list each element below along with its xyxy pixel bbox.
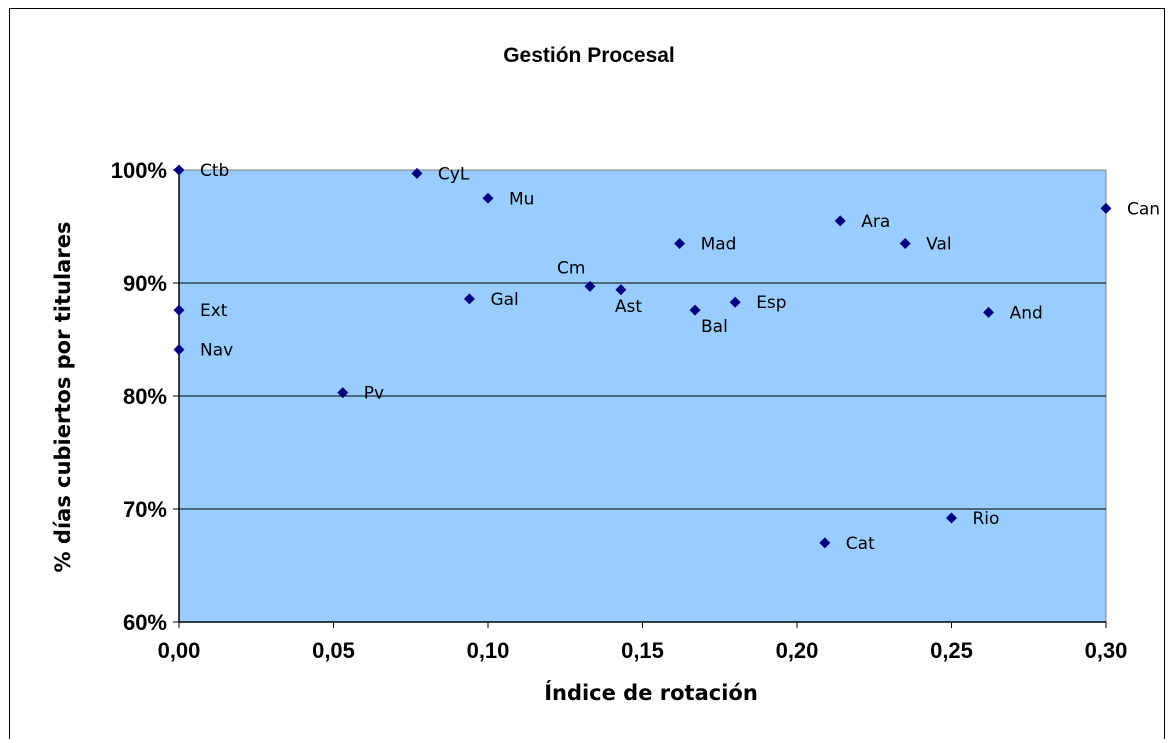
x-tick-label: 0,20 xyxy=(776,638,819,663)
point-label-ext: Ext xyxy=(200,301,228,321)
point-label-val: Val xyxy=(926,234,951,254)
y-axis: 60% 70% 80% 90% 100% xyxy=(111,158,180,635)
x-axis: 0,00 0,05 0,10 0,15 0,20 0,25 0,30 xyxy=(158,621,1128,663)
x-tick-label: 0,25 xyxy=(930,638,973,663)
data-point-gal xyxy=(463,293,475,305)
x-tick-label: 0,10 xyxy=(467,638,510,663)
data-point-cat xyxy=(819,537,831,549)
y-tick-label: 80% xyxy=(123,384,167,409)
data-point-esp xyxy=(729,296,741,308)
data-point-bal xyxy=(689,304,701,316)
data-point-rio xyxy=(946,512,957,524)
point-label-ast: Ast xyxy=(615,297,642,317)
data-point-ara xyxy=(834,215,846,227)
data-point-mad xyxy=(674,237,686,249)
x-tick-label: 0,05 xyxy=(312,638,355,663)
x-tick-label: 0,30 xyxy=(1085,638,1128,663)
point-label-bal: Bal xyxy=(701,317,728,337)
data-point-nav xyxy=(173,344,185,356)
point-label-mad: Mad xyxy=(701,234,737,254)
data-point-and xyxy=(983,306,995,318)
point-label-gal: Gal xyxy=(490,290,518,310)
point-label-ctb: Ctb xyxy=(200,161,229,181)
data-point-ctb xyxy=(173,164,185,176)
data-point-ext xyxy=(173,304,185,316)
chart-frame xyxy=(9,8,1165,739)
x-tick-label: 0,15 xyxy=(621,638,664,663)
y-tick-label: 90% xyxy=(123,271,167,296)
data-point-can xyxy=(1100,202,1112,214)
data-point-ast xyxy=(615,284,627,296)
x-axis-title: Índice de rotación xyxy=(544,680,758,705)
point-label-cyl: CyL xyxy=(438,164,470,184)
data-point-cm xyxy=(584,280,596,292)
point-label-can: Can xyxy=(1127,199,1160,219)
point-label-mu: Mu xyxy=(509,189,534,209)
x-tick-label: 0,00 xyxy=(158,638,201,663)
point-label-pv: Pv xyxy=(364,384,384,404)
data-point-mu xyxy=(482,192,494,204)
point-label-esp: Esp xyxy=(756,293,786,313)
y-tick-label: 60% xyxy=(123,610,167,635)
point-label-rio: Rio xyxy=(973,509,1000,529)
point-label-ara: Ara xyxy=(861,212,890,232)
gridlines xyxy=(179,282,1106,510)
point-label-and: And xyxy=(1010,303,1043,323)
data-points: Ctb CyL Mu Can Ara Mad Val Cm Ast Gal Esp Ext Bal And… xyxy=(173,161,1160,554)
point-label-nav: Nav xyxy=(200,341,233,361)
data-point-pv xyxy=(337,387,349,399)
y-axis-title: % días cubiertos por titulares xyxy=(51,222,75,573)
point-label-cm: Cm xyxy=(557,258,585,278)
chart-title: Gestión Procesal xyxy=(503,44,675,67)
data-point-val xyxy=(899,237,911,249)
y-tick-label: 70% xyxy=(123,497,167,522)
data-point-cyl xyxy=(411,167,423,179)
y-tick-label: 100% xyxy=(111,158,167,183)
point-label-cat: Cat xyxy=(846,534,875,554)
